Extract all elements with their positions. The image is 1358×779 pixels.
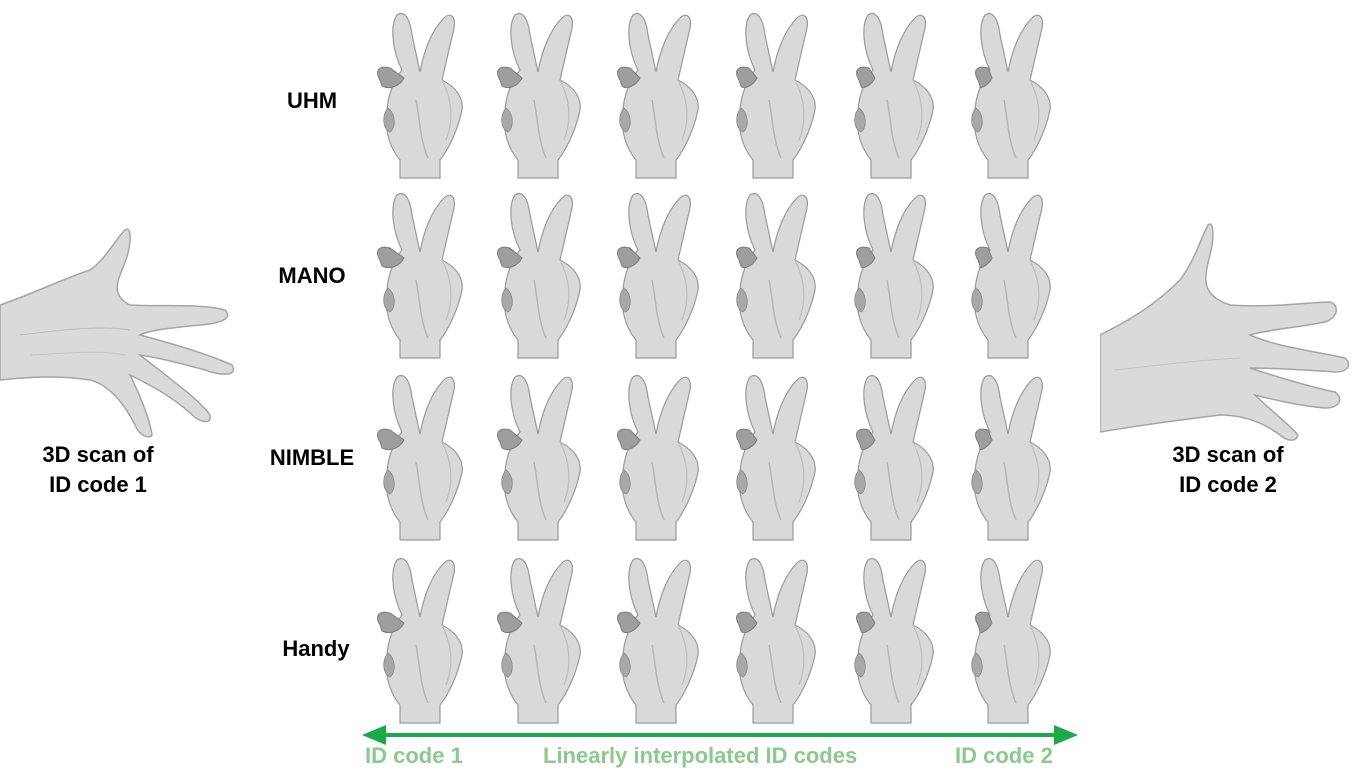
peace-sign-hand-mesh-icon (372, 372, 476, 542)
peace-sign-hand-mesh-icon (843, 555, 947, 725)
peace-sign-hand-mesh-icon (960, 372, 1064, 542)
right-hand-scan (1100, 220, 1355, 445)
peace-sign-hand-mesh-icon (725, 555, 829, 725)
peace-sign-hand-mesh-icon (372, 190, 476, 360)
peace-sign-hand-mesh-icon (490, 10, 594, 180)
open-hand-scan-icon (0, 228, 235, 438)
peace-sign-hand-mesh-icon (490, 555, 594, 725)
peace-sign-hand-mesh-icon (725, 372, 829, 542)
peace-sign-hand-mesh-icon (843, 190, 947, 360)
right-scan-line2: ID code 2 (1179, 472, 1277, 497)
bottom-label-left: ID code 1 (365, 743, 463, 768)
right-scan-line1: 3D scan of (1172, 442, 1284, 467)
open-hand-scan-icon (1100, 223, 1350, 441)
peace-sign-hand-mesh-icon (960, 10, 1064, 180)
peace-sign-hand-mesh-icon (608, 190, 712, 360)
peace-sign-hand-mesh-icon (843, 10, 947, 180)
bottom-label-middle: Linearly interpolated ID codes (543, 743, 858, 768)
peace-sign-hand-mesh-icon (725, 190, 829, 360)
row-label-handy: Handy (282, 636, 350, 661)
peace-sign-hand-mesh-icon (372, 10, 476, 180)
left-hand-scan (0, 225, 240, 440)
peace-sign-hand-mesh-icon (960, 190, 1064, 360)
left-scan-caption: 3D scan of ID code 1 (8, 440, 188, 500)
right-scan-caption: 3D scan of ID code 2 (1138, 440, 1318, 500)
peace-sign-hand-mesh-icon (960, 555, 1064, 725)
row-label-uhm: UHM (286, 88, 338, 113)
left-scan-line2: ID code 1 (49, 472, 147, 497)
peace-sign-hand-mesh-icon (490, 190, 594, 360)
peace-sign-hand-mesh-icon (490, 372, 594, 542)
peace-sign-hand-mesh-icon (725, 10, 829, 180)
row-label-mano: MANO (278, 263, 346, 288)
interpolation-arrow (362, 725, 1078, 745)
peace-sign-hand-mesh-icon (608, 10, 712, 180)
peace-sign-hand-mesh-icon (608, 372, 712, 542)
peace-sign-hand-mesh-icon (843, 372, 947, 542)
left-scan-line1: 3D scan of (42, 442, 154, 467)
peace-sign-hand-mesh-icon (608, 555, 712, 725)
row-label-nimble: NIMBLE (269, 445, 355, 470)
peace-sign-hand-mesh-icon (372, 555, 476, 725)
bottom-label-right: ID code 2 (955, 743, 1053, 768)
